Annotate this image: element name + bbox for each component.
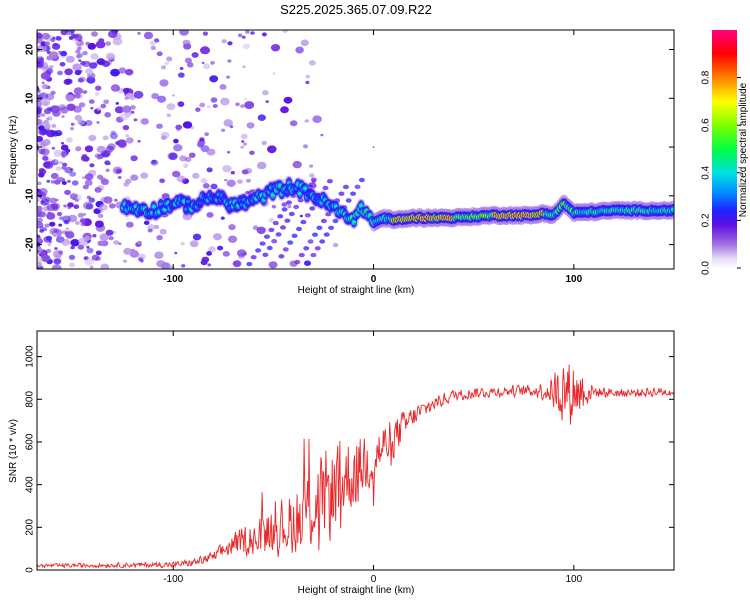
snr-plot-area (37, 364, 674, 569)
colorbar-tick-label: 0.6 (701, 118, 712, 132)
snr-x-label: Height of straight line (km) (298, 585, 415, 596)
spectrogram-x-tick-label: -100 (163, 274, 183, 285)
colorbar-ticks: 0.0 0.2 0.4 0.6 0.8 (701, 70, 741, 275)
snr-y-tick-label: 600 (25, 433, 36, 450)
spectrogram-frame (36, 29, 675, 270)
spectrogram-dot (372, 146, 375, 148)
spectrogram-x-label: Height of straight line (km) (298, 285, 415, 296)
snr-y-tick-label: 1000 (25, 345, 36, 368)
snr-y-label: SNR (10 * v/v) (8, 419, 19, 483)
colorbar-tick-label: 0.8 (701, 70, 712, 84)
spectrogram-y-tick-label: -20 (25, 237, 36, 252)
snr-series-line (37, 364, 674, 569)
snr-frame (36, 330, 675, 571)
snr-x-tick-label: 100 (565, 574, 582, 585)
figure-title: S225.2025.365.07.09.R22 (280, 2, 432, 17)
noise-scatter (37, 30, 365, 269)
colorbar-tick-label: 0.2 (701, 213, 712, 227)
colorbar-label: Normalized spectral amplitude (738, 82, 749, 217)
snr-y-tick-label: 0 (25, 567, 36, 573)
snr-y-tick-label: 800 (25, 391, 36, 408)
spectrogram-y-label: Frequency (Hz) (8, 116, 19, 185)
snr-y-tick-label: 200 (25, 519, 36, 536)
snr-y-tick-label: 400 (25, 476, 36, 493)
spectrogram-x-tick-label: 100 (565, 274, 582, 285)
colorbar: 0.0 0.2 0.4 0.6 0.8 Normalized spectral ampl… (701, 30, 749, 275)
ridge-track (119, 177, 674, 229)
colorbar-gradient (712, 30, 737, 268)
spectrogram-y-tick-label: -10 (25, 188, 36, 203)
snr-x-tick-label: 0 (371, 574, 377, 585)
spectrogram-x-tick-label: 0 (371, 274, 377, 285)
spectrogram-y-tick-label: 0 (25, 144, 36, 150)
snr-x-tick-label: -100 (163, 574, 183, 585)
spectrogram-plot-area (37, 30, 674, 269)
colorbar-tick-label: 0.0 (701, 261, 712, 275)
spectrogram-background (37, 30, 674, 269)
spectrogram-y-tick-label: 20 (25, 44, 36, 56)
spectrogram-y-tick-label: 10 (25, 92, 36, 104)
colorbar-tick-label: 0.4 (701, 165, 712, 179)
